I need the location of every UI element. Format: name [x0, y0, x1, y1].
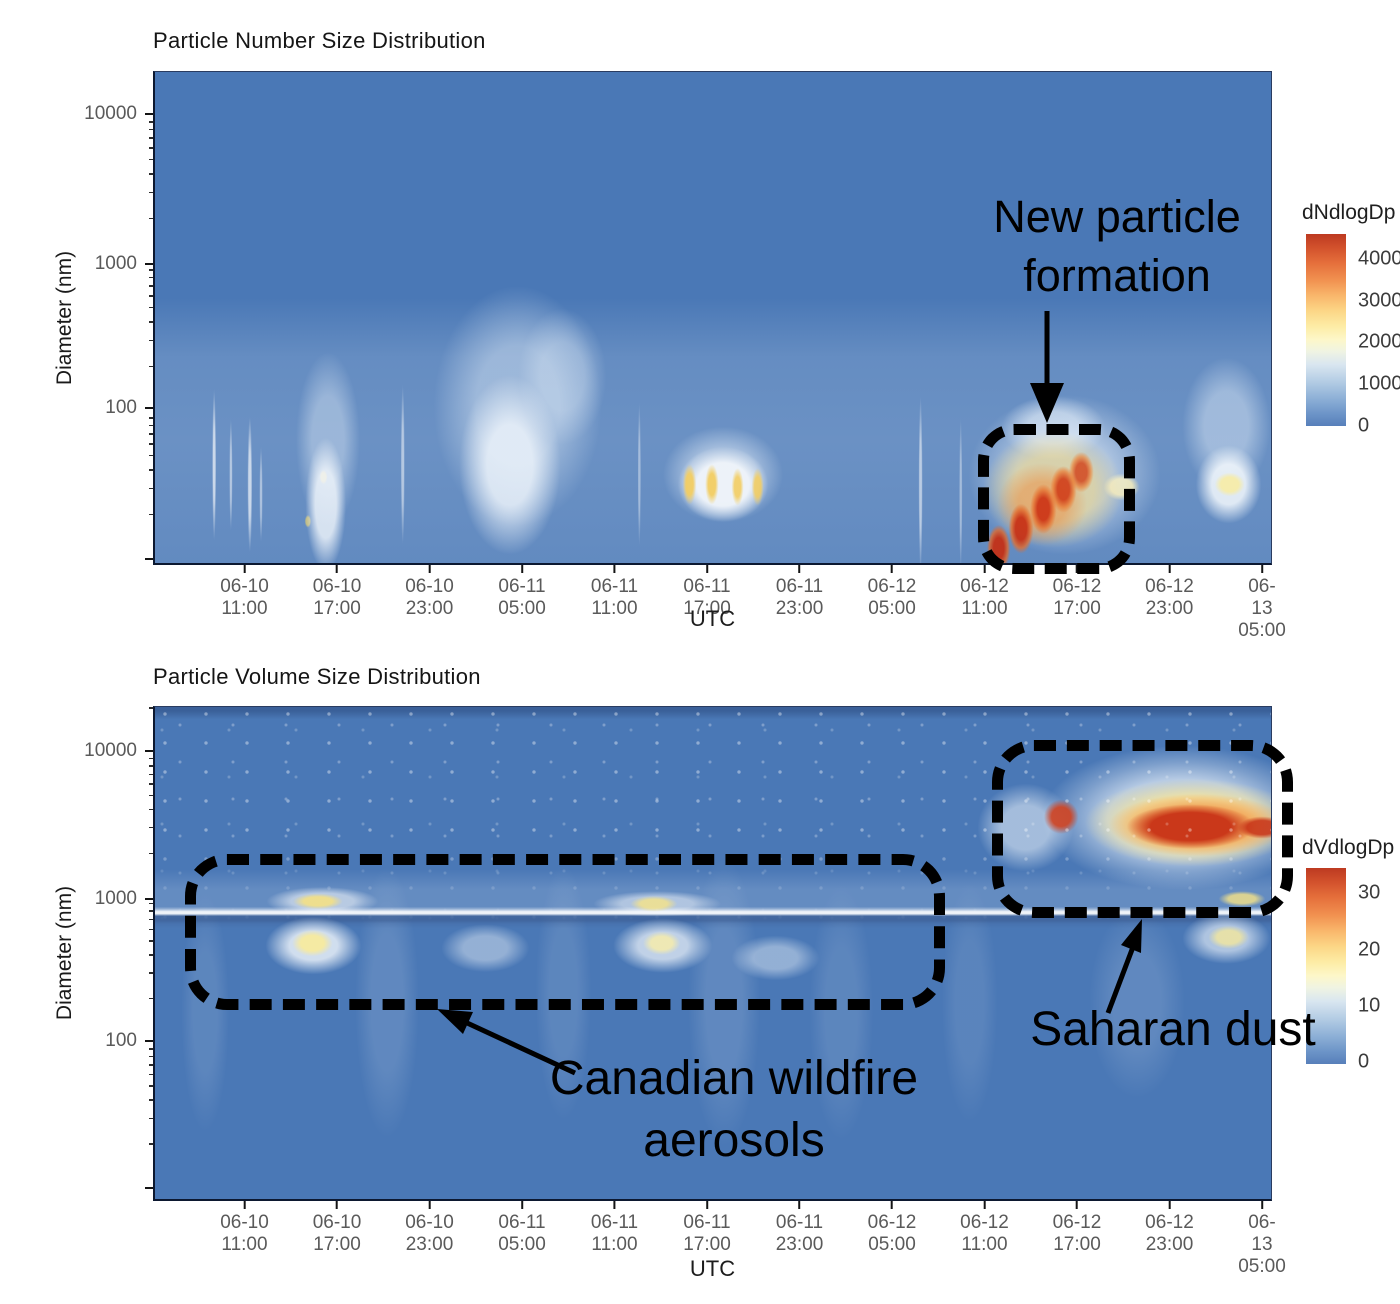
y-axis-minor-ticks-volume [40, 706, 153, 1201]
x-tick: 06-13 05:00 [1238, 565, 1286, 642]
tick-mark [1168, 1201, 1171, 1209]
speckle-noise [155, 707, 1271, 929]
figure-particle-size-distributions: Particle Number Size Distribution Diamet… [40, 16, 1400, 1288]
x-tick: 06-11 05:00 [498, 1201, 546, 1256]
heatmap-volume [153, 706, 1272, 1201]
tick-mark [145, 1040, 153, 1043]
colorbar-ticks-volume: 30 20 10 0 [1358, 868, 1400, 1073]
x-tick: 06-12 05:00 [868, 1201, 916, 1256]
x-tick: 06-10 23:00 [405, 1201, 454, 1256]
colorbar-tick: 4000 [1358, 247, 1400, 270]
x-tick: 06-10 17:00 [313, 565, 361, 620]
chart-title-number: Particle Number Size Distribution [153, 28, 486, 53]
x-tick: 06-11 11:00 [591, 565, 638, 620]
x-tick: 06-12 23:00 [1145, 565, 1194, 620]
tick-mark [335, 1201, 338, 1209]
colorbar-ticks-number: 4000 3000 2000 1000 0 [1358, 234, 1400, 436]
chart-title-volume: Particle Volume Size Distribution [153, 664, 481, 689]
tick-mark [798, 1201, 801, 1209]
heatmap-number [153, 71, 1272, 565]
colorbar-title-volume: dVdlogDp [1302, 836, 1395, 859]
x-tick: 06-11 17:00 [683, 565, 731, 620]
panel-particle-number: Particle Number Size Distribution Diamet… [40, 16, 1400, 1288]
tick-mark [613, 565, 616, 573]
x-tick: 06-12 11:00 [960, 1201, 1009, 1256]
panel-particle-volume: Particle Volume Size Distribution Diamet… [40, 16, 1400, 1288]
x-axis-label-number: UTC [689, 606, 736, 631]
tick-mark [145, 898, 153, 901]
x-tick: 06-11 23:00 [776, 1201, 823, 1256]
colorbar-tick: 0 [1358, 1050, 1370, 1073]
colorbar-tick: 0 [1358, 414, 1370, 437]
y-axis-ticks-volume: 10000 1000 100 [40, 706, 153, 1201]
colorbar-tick: 3000 [1358, 289, 1400, 312]
tick-mark [890, 1201, 893, 1209]
y-axis-minor-ticks-number [40, 71, 153, 565]
x-axis-ticks-number: 06-10 11:00 06-10 17:00 06-10 23:00 06-11 05:00… [153, 565, 1286, 641]
tick-mark [428, 1201, 431, 1209]
tick-mark [983, 1201, 986, 1209]
colorbar-title-number: dNdlogDp [1302, 201, 1396, 224]
x-axis-label-volume: UTC [689, 1256, 736, 1281]
tick-mark [145, 750, 153, 753]
colorbar-tick: 10 [1358, 994, 1381, 1017]
tick-mark [520, 565, 523, 573]
x-tick: 06-11 23:00 [776, 565, 823, 620]
tick-mark [520, 1201, 523, 1209]
colorbar-tick: 20 [1358, 938, 1381, 961]
x-tick: 06-12 23:00 [1145, 1201, 1194, 1256]
y-axis-ticks-number: 10000 1000 100 [40, 71, 153, 565]
tick-mark [1260, 565, 1263, 573]
x-tick: 06-12 05:00 [868, 565, 916, 620]
tick-mark [890, 565, 893, 573]
tick-mark [145, 263, 153, 266]
x-tick: 06-11 17:00 [683, 1201, 731, 1256]
x-tick: 06-10 17:00 [313, 1201, 361, 1256]
tick-mark [243, 1201, 246, 1209]
tick-mark [613, 1201, 616, 1209]
x-tick: 06-12 17:00 [1053, 1201, 1101, 1256]
tick-mark [798, 565, 801, 573]
colorbar-tick: 2000 [1358, 330, 1400, 353]
x-tick: 06-10 11:00 [220, 565, 269, 620]
tick-mark [1075, 1201, 1078, 1209]
colorbar-gradient-number [1306, 234, 1346, 426]
colorbar-tick: 1000 [1358, 372, 1400, 395]
x-tick: 06-11 05:00 [498, 565, 546, 620]
colorbar-gradient-volume [1306, 868, 1346, 1064]
tick-mark [335, 565, 338, 573]
tick-mark [243, 565, 246, 573]
tick-mark [705, 565, 708, 573]
x-axis-ticks-volume: 06-10 11:00 06-10 17:00 06-10 23:00 06-11 05:00… [153, 1201, 1286, 1277]
colorbar-tick: 30 [1358, 881, 1381, 904]
tick-mark [1168, 565, 1171, 573]
x-tick: 06-10 11:00 [220, 1201, 269, 1256]
tick-mark [428, 565, 431, 573]
x-tick: 06-11 11:00 [591, 1201, 638, 1256]
tick-mark [705, 1201, 708, 1209]
x-tick: 06-12 11:00 [960, 565, 1009, 620]
tick-mark [1260, 1201, 1263, 1209]
tick-mark [145, 406, 153, 409]
x-tick: 06-10 23:00 [405, 565, 454, 620]
x-tick: 06-12 17:00 [1053, 565, 1101, 620]
tick-mark [145, 112, 153, 115]
